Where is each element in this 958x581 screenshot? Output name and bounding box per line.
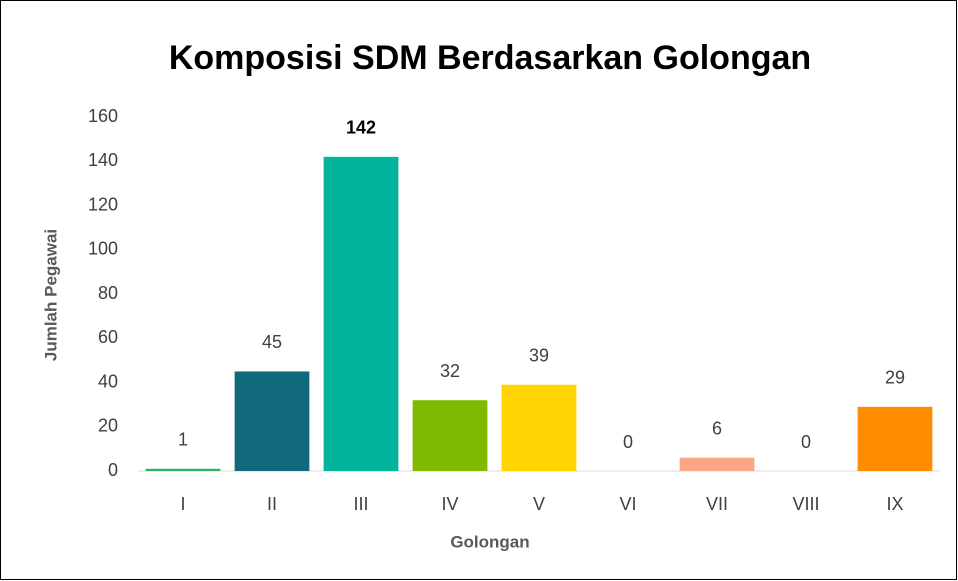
y-tick-label: 20 [98, 416, 118, 436]
x-tick-label: VI [619, 494, 636, 514]
x-tick-label: IX [886, 494, 903, 514]
y-tick-label: 100 [88, 239, 118, 259]
bar [145, 468, 221, 471]
chart-title: Komposisi SDM Berdasarkan Golongan [169, 39, 811, 77]
x-tick-label: I [180, 494, 185, 514]
data-label: 29 [885, 368, 905, 388]
y-tick-label: 160 [88, 106, 118, 126]
data-label: 142 [346, 118, 376, 138]
y-tick-label: 60 [98, 327, 118, 347]
data-label: 1 [178, 430, 188, 450]
data-label: 45 [262, 332, 282, 352]
bar [412, 400, 488, 471]
data-label: 0 [801, 432, 811, 452]
y-tick-label: 140 [88, 150, 118, 170]
y-tick-label: 40 [98, 371, 118, 391]
y-tick-label: 0 [108, 460, 118, 480]
y-tick-label: 120 [88, 194, 118, 214]
bar [323, 156, 399, 471]
bar [501, 384, 577, 471]
x-tick-label: III [353, 494, 368, 514]
data-label: 6 [712, 418, 722, 438]
bar [234, 371, 310, 471]
x-axis-label: Golongan [450, 532, 529, 551]
y-axis-label: Jumlah Pegawai [41, 229, 60, 361]
y-tick-label: 80 [98, 283, 118, 303]
data-label: 39 [529, 345, 549, 365]
x-tick-label: II [267, 494, 277, 514]
bar [857, 406, 933, 471]
x-tick-label: VIII [792, 494, 819, 514]
x-tick-label: VII [706, 494, 728, 514]
bar [679, 457, 755, 471]
x-tick-label: IV [441, 494, 458, 514]
data-label: 0 [623, 432, 633, 452]
data-label: 32 [440, 361, 460, 381]
x-tick-label: V [533, 494, 545, 514]
